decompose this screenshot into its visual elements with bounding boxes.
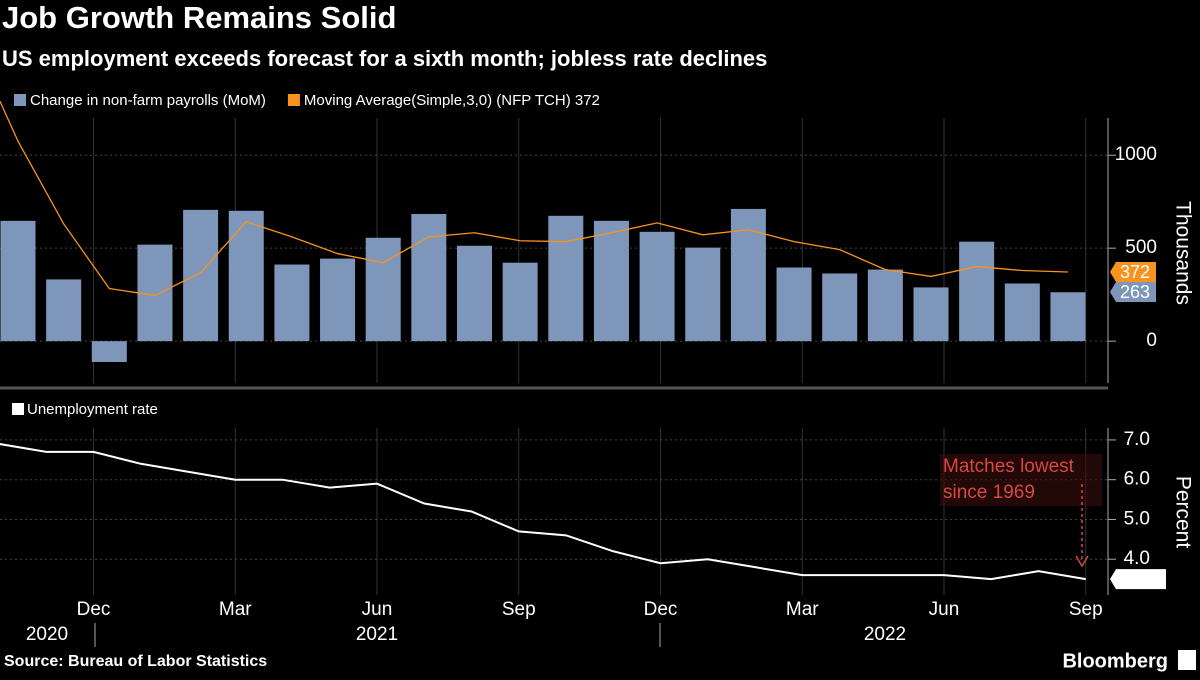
last-value-tag: [1110, 282, 1156, 302]
y-tick-label: 4.0: [1124, 548, 1150, 569]
y-axis-label: Percent: [1171, 476, 1194, 549]
bar: [593, 220, 629, 342]
y-tick-label: 0: [1146, 330, 1157, 351]
unemployment-line: [0, 443, 1086, 581]
annotation-arrowhead: [1075, 555, 1089, 568]
year-label: 2020: [26, 624, 68, 645]
bar: [365, 237, 401, 342]
bar: [1004, 283, 1040, 342]
bar: [1050, 292, 1086, 342]
annotation: Matches lowest since 1969: [943, 456, 1075, 503]
y-tick-label: 7.0: [1124, 429, 1150, 450]
legend-label: Unemployment rate: [27, 401, 158, 418]
y-axis-label: Thousands: [1171, 201, 1194, 305]
bar: [822, 273, 858, 342]
legend-label: Change in non-farm payrolls (MoM): [30, 92, 266, 109]
year-label: 2022: [864, 624, 906, 645]
bar: [548, 215, 584, 342]
x-tick-label: Dec: [644, 599, 678, 620]
last-value-label: 3.5: [1118, 569, 1143, 589]
bar: [502, 262, 538, 342]
bar: [959, 241, 995, 342]
last-value-tag: [1110, 262, 1156, 282]
bar: [228, 210, 264, 342]
bar: [730, 208, 766, 342]
last-value-tag: [1110, 569, 1166, 590]
legend-swatch: [14, 94, 26, 106]
bar: [411, 213, 447, 342]
chart-title: Job Growth Remains Solid: [2, 0, 396, 35]
bar: [320, 258, 356, 342]
brand: Bloomberg: [1062, 650, 1168, 672]
y-tick-label: 5.0: [1124, 508, 1150, 529]
y-tick-label: 1000: [1115, 144, 1157, 165]
bar: [685, 247, 721, 342]
source: Source: Bureau of Labor Statistics: [4, 653, 267, 670]
bar: [867, 269, 903, 342]
chart-subtitle: US employment exceeds forecast for a six…: [2, 46, 767, 71]
x-tick-label: Dec: [77, 599, 111, 620]
bar: [913, 287, 949, 342]
x-tick-label: Sep: [1069, 599, 1103, 620]
bar: [91, 341, 127, 362]
bar: [776, 267, 812, 342]
y-tick-label: 6.0: [1124, 469, 1150, 490]
legend-swatch: [287, 94, 300, 106]
bar: [183, 209, 219, 342]
bar: [639, 231, 675, 342]
legend-label: Moving Average(Simple,3,0) (NFP TCH) 372: [304, 92, 600, 109]
last-value-label: 372: [1120, 262, 1150, 282]
x-tick-label: Mar: [786, 599, 819, 620]
brand-icon: [1178, 650, 1196, 670]
year-label: 2021: [356, 624, 398, 645]
x-tick-label: Mar: [219, 599, 252, 620]
last-value-label: 263: [1120, 282, 1150, 302]
x-tick-label: Jun: [929, 599, 960, 620]
annotation-bg: [940, 454, 1102, 506]
legend-swatch: [12, 403, 24, 415]
bar: [0, 220, 36, 342]
bar: [46, 279, 82, 342]
bar: [457, 245, 492, 342]
bar: [274, 264, 310, 342]
moving-average-line: [0, 100, 1068, 297]
x-tick-label: Jun: [362, 599, 393, 620]
x-tick-label: Sep: [502, 599, 536, 620]
y-tick-label: 500: [1125, 237, 1157, 258]
bar: [137, 244, 173, 342]
